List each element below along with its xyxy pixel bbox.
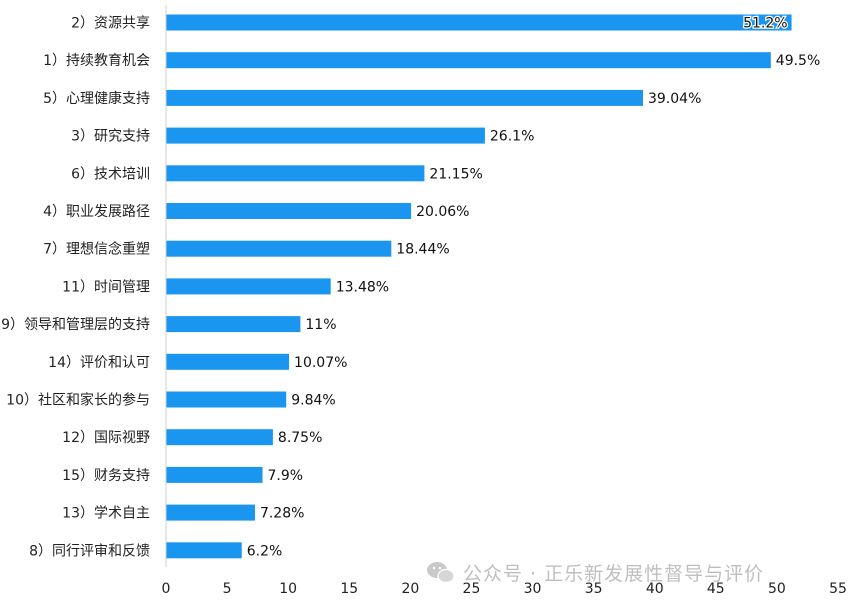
value-label: 49.5%	[776, 53, 820, 69]
bar	[166, 391, 287, 408]
category-label: 9）领导和管理层的支持	[1, 317, 150, 333]
x-tick-label: 40	[646, 581, 664, 597]
x-tick-label: 45	[707, 581, 725, 597]
bar	[166, 316, 301, 333]
bar	[166, 127, 485, 144]
x-tick-label: 25	[463, 581, 481, 597]
bar	[166, 203, 412, 219]
watermark-text: 公众号 · 正乐新发展性督导与评价	[463, 563, 764, 585]
category-labels-group: 2）资源共享 1）持续教育机会 5）心理健康支持 3）研究支持 6）技术培训 4）职业发展…	[1, 15, 150, 560]
x-tick-label: 20	[401, 581, 419, 597]
x-tick-label: 30	[524, 581, 542, 597]
category-label: 3）研究支持	[71, 129, 150, 145]
x-tick-label: 35	[585, 581, 603, 597]
value-label: 7.28%	[260, 506, 304, 522]
value-label: 20.06%	[416, 204, 469, 220]
value-label: 39.04%	[648, 91, 701, 107]
bar	[166, 542, 242, 559]
value-label: 51.2%	[743, 16, 787, 32]
value-label: 6.2%	[247, 543, 283, 559]
category-label: 1）持续教育机会	[43, 52, 150, 69]
watermark: 公众号 · 正乐新发展性督导与评价	[427, 562, 764, 585]
x-axis-ticks-group: 0 5 10 15 20 25 30 35 40 45 50 55	[162, 581, 847, 597]
x-tick-label: 10	[279, 581, 297, 597]
category-label: 6）技术培训	[71, 166, 150, 182]
value-label: 8.75%	[278, 430, 322, 446]
category-label: 2）资源共享	[71, 15, 150, 32]
category-label: 15）财务支持	[62, 468, 150, 484]
category-label: 13）学术自主	[62, 506, 150, 522]
x-tick-label: 55	[829, 581, 847, 597]
category-label: 4）职业发展路径	[43, 204, 150, 220]
bars-group	[166, 14, 792, 559]
value-labels-group: 51.2% 49.5% 39.04% 26.1% 21.15% 20.06% 18.44% 1…	[247, 14, 821, 559]
bar	[166, 504, 255, 521]
bar	[166, 278, 331, 295]
value-label: 10.07%	[294, 355, 347, 371]
bar	[166, 240, 392, 257]
category-label: 11）时间管理	[62, 279, 150, 295]
bar	[166, 353, 290, 370]
value-label: 7.9%	[268, 468, 304, 484]
bar	[166, 52, 771, 69]
x-tick-label: 15	[340, 581, 358, 597]
value-label: 13.48%	[336, 279, 389, 295]
bar	[166, 165, 425, 182]
category-label: 7）理想信念重塑	[43, 241, 150, 258]
category-label: 5）心理健康支持	[43, 90, 150, 107]
wechat-icon	[427, 562, 455, 584]
x-tick-label: 5	[223, 581, 232, 597]
bar	[166, 89, 643, 106]
category-label: 12）国际视野	[62, 430, 150, 446]
category-label: 14）评价和认可	[48, 355, 150, 371]
bar	[166, 14, 792, 31]
category-label: 8）同行评审和反馈	[29, 543, 150, 559]
category-label: 10）社区和家长的参与	[6, 392, 150, 409]
bar	[166, 429, 273, 446]
x-tick-label: 50	[768, 581, 786, 597]
value-label: 26.1%	[490, 129, 534, 145]
bar	[166, 466, 263, 483]
value-label: 18.44%	[396, 242, 449, 258]
value-label: 11%	[305, 317, 336, 333]
value-label: 21.15%	[429, 166, 482, 182]
x-tick-label: 0	[162, 581, 171, 597]
value-label: 9.84%	[291, 393, 335, 409]
